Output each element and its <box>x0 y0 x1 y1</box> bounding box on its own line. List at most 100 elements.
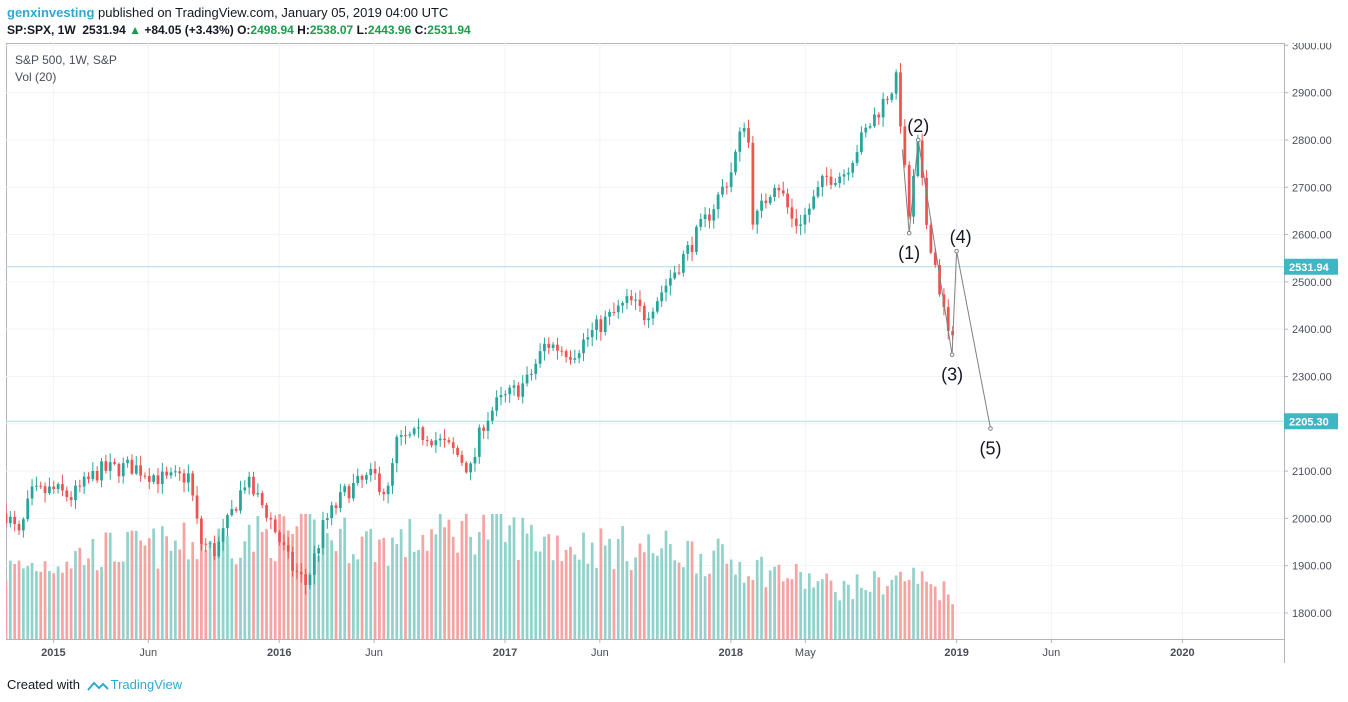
volume-bar <box>187 559 190 639</box>
footer: Created with TradingView <box>7 677 182 692</box>
y-tick-label: 2400.00 <box>1292 324 1332 336</box>
volume-bar <box>642 552 646 639</box>
volume-bar <box>894 575 898 639</box>
candle-body <box>564 351 568 358</box>
volume-bar <box>564 549 568 639</box>
publish-header: genxinvesting published on TradingView.c… <box>7 5 448 20</box>
elliott-wave[interactable]: (1) (2) (3) (4) (5) <box>898 116 1001 459</box>
candle-body <box>556 344 559 351</box>
candle-body <box>725 186 729 188</box>
candle-body <box>173 471 177 473</box>
price-chart[interactable]: (1) (2) (3) (4) (5) 3000.00 2900.00 2800.00 270… <box>4 40 1342 663</box>
candle-body <box>799 224 802 226</box>
candle-body <box>742 128 746 132</box>
candle-body <box>773 187 776 197</box>
price-lines <box>6 266 1284 422</box>
volume-bar <box>43 561 47 639</box>
legend-volume: Vol (20) <box>15 70 56 84</box>
tradingview-logo-icon[interactable] <box>86 680 109 692</box>
volume-bar <box>13 563 17 639</box>
x-tick-label: Jun <box>139 647 157 659</box>
candle-body <box>907 164 911 217</box>
volume-bar <box>538 551 542 639</box>
candle-body <box>577 353 581 359</box>
wave-label: (3) <box>941 365 963 385</box>
candle-body <box>747 128 750 143</box>
candle-body <box>807 208 811 215</box>
candle-body <box>182 473 186 483</box>
candle-body <box>764 200 768 204</box>
volume-bar <box>230 558 234 639</box>
candle-body <box>803 214 807 225</box>
volume-bar <box>421 534 425 639</box>
candle-body <box>477 427 481 457</box>
high-value: 2538.07 <box>309 23 354 37</box>
author-link[interactable]: genxinvesting <box>7 5 95 20</box>
candle-body <box>204 543 208 545</box>
candle-body <box>239 490 242 511</box>
candle-body <box>226 515 229 529</box>
candle-body <box>404 435 407 437</box>
volume-bar <box>899 571 902 639</box>
candle-body <box>460 454 464 463</box>
candle-body <box>412 428 416 435</box>
volume-bar <box>490 514 494 639</box>
candle-body <box>61 484 64 491</box>
candle-body <box>104 461 108 471</box>
tradingview-link[interactable]: TradingView <box>110 677 183 692</box>
candle-body <box>738 131 742 152</box>
volume-bar <box>708 573 711 639</box>
volume-bar <box>842 580 846 639</box>
volume-bar <box>912 567 915 639</box>
candle-body <box>382 491 386 495</box>
candle-body <box>74 485 77 501</box>
close-label: C: <box>414 23 428 37</box>
volume-bar <box>108 532 112 639</box>
candle-body <box>139 465 142 476</box>
candle-body <box>573 358 577 360</box>
candle-body <box>517 385 520 397</box>
candle-body <box>464 462 468 473</box>
x-tick-label: Jun <box>1043 647 1061 659</box>
x-tick-label: 2015 <box>41 647 65 659</box>
volume-bar <box>139 540 142 639</box>
candle-body <box>343 486 347 493</box>
volume-bar <box>712 550 716 639</box>
wave-label: (1) <box>898 243 920 263</box>
volume-bar <box>338 528 342 639</box>
chart-area[interactable]: (1) (2) (3) (4) (5) 3000.00 2900.00 2800.00 270… <box>4 40 1342 663</box>
volume-bar <box>807 573 811 639</box>
candle-body <box>295 571 299 573</box>
volume-bar <box>369 528 373 639</box>
volume-bar <box>282 516 286 639</box>
candle-body <box>438 438 442 441</box>
candle-body <box>143 475 147 477</box>
volume-bar <box>486 539 490 639</box>
candle-body <box>629 296 633 301</box>
candle-body <box>599 319 603 333</box>
candle-body <box>873 114 876 127</box>
volume-bar <box>265 529 268 639</box>
volume-bar <box>907 579 911 639</box>
candle-body <box>521 383 525 397</box>
candle-body <box>434 440 438 446</box>
volume-bar <box>833 592 837 639</box>
candle-body <box>525 374 529 384</box>
volume-bar <box>790 579 794 639</box>
volume-bar <box>668 544 672 639</box>
candle-body <box>108 462 112 471</box>
volume-bar <box>847 584 850 639</box>
volume-bar <box>200 542 203 639</box>
candle-body <box>690 245 694 252</box>
candle-body <box>443 438 446 441</box>
candle-body <box>825 175 829 177</box>
time-axis[interactable]: 2015 Jun 2016 Jun 2017 Jun 2018 May 2019 Jun 2020 <box>6 639 1284 659</box>
candle-body <box>547 343 551 348</box>
low-label: L: <box>356 23 368 37</box>
candle-body <box>812 196 816 209</box>
volume-bar <box>851 599 855 639</box>
candle-body <box>512 385 516 388</box>
candle-body <box>816 187 820 197</box>
price-axis[interactable]: 3000.00 2900.00 2800.00 2700.00 2600.00 2500.… <box>1284 40 1338 620</box>
candle-body <box>260 493 264 506</box>
